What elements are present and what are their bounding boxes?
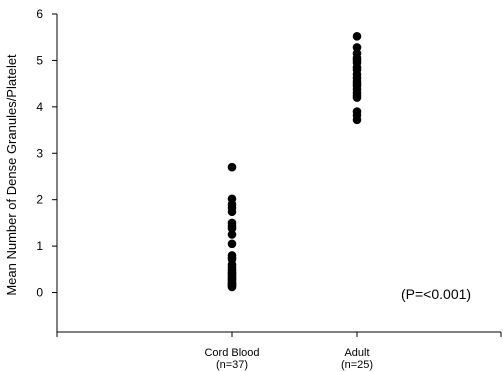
data-point — [227, 239, 237, 249]
data-point — [227, 282, 237, 292]
y-tick-label: 6 — [36, 7, 43, 21]
x-category-labels: Cord Blood(n=37) Adult(n=25) — [204, 347, 373, 371]
y-tick-label: 4 — [36, 100, 43, 114]
data-point — [227, 162, 237, 172]
data-points — [227, 31, 362, 292]
data-point — [352, 31, 362, 41]
y-tick-label: 0 — [36, 286, 43, 300]
category-n-label: (n=25) — [341, 359, 373, 371]
y-axis-title: Mean Number of Dense Granules/Platelet — [4, 54, 19, 296]
y-ticks: 0 1 2 3 4 5 6 — [36, 7, 57, 300]
y-tick-label: 5 — [36, 53, 43, 67]
p-value-annotation: (P=<0.001) — [401, 286, 471, 302]
axes — [56, 14, 502, 337]
category-label: Adult — [344, 347, 369, 359]
data-point — [227, 230, 237, 239]
data-point — [227, 224, 237, 233]
y-tick-label: 3 — [36, 146, 43, 160]
data-point — [352, 115, 362, 125]
y-tick-label: 2 — [36, 193, 43, 207]
y-tick-label: 1 — [36, 239, 43, 253]
category-n-label: (n=37) — [216, 359, 248, 371]
data-point — [227, 207, 237, 217]
data-point — [352, 93, 362, 102]
data-point — [352, 43, 362, 52]
category-label: Cord Blood — [204, 347, 259, 359]
